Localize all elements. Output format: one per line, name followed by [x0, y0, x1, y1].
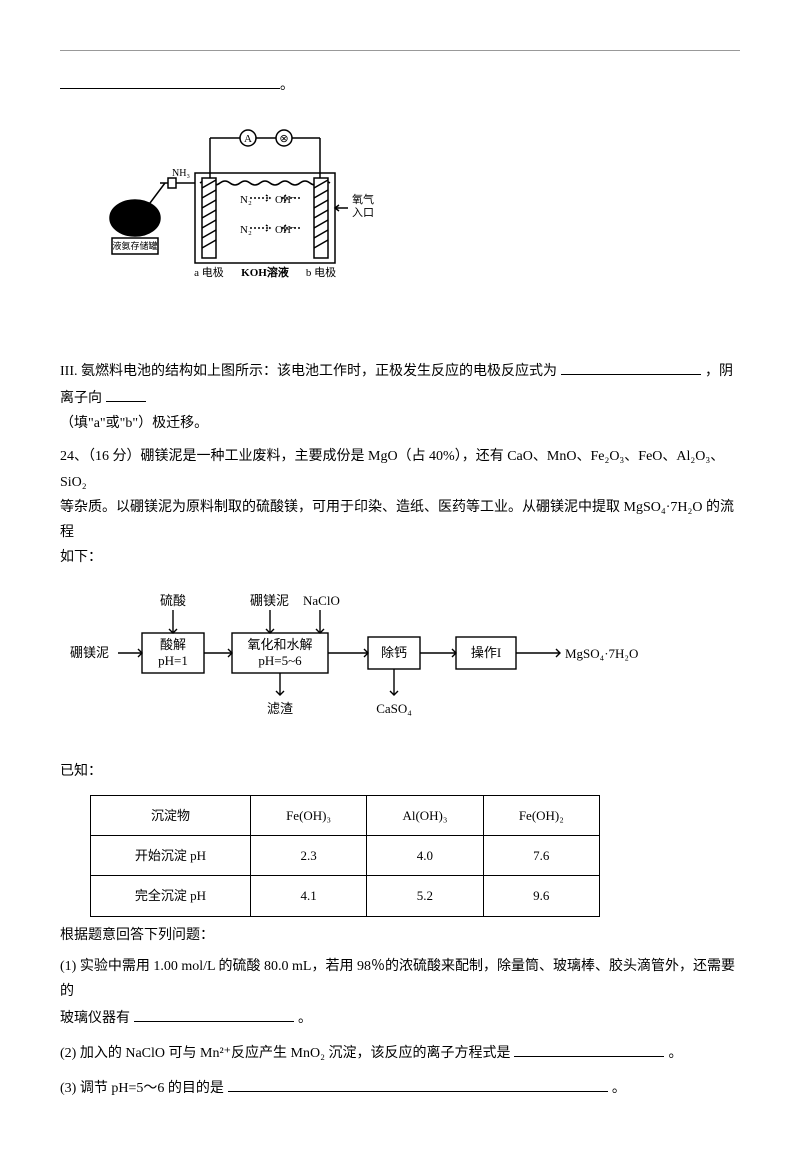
svg-text:酸解: 酸解	[160, 637, 186, 652]
svg-text:滤渣: 滤渣	[267, 701, 293, 716]
sub2-blank	[514, 1039, 664, 1057]
svg-text:A: A	[244, 133, 252, 145]
svg-text:pH=5~6: pH=5~6	[258, 653, 302, 668]
td: 5.2	[367, 876, 483, 916]
sub2-text: 加入的 NaClO 可与 Mn²⁺反应产生 MnO₂ 沉淀，该反应的离子方程式是	[80, 1046, 511, 1061]
svg-text:a 电极: a 电极	[194, 265, 224, 279]
td-start-ph: 开始沉淀 pH	[91, 836, 251, 876]
svg-text:N₂: N₂	[240, 194, 252, 206]
svg-text:硼镁泥: 硼镁泥	[70, 645, 109, 660]
q3-blank2	[106, 384, 146, 402]
sub2-num: (2)	[60, 1046, 76, 1061]
svg-text:KOH溶液: KOH溶液	[241, 265, 290, 279]
q3-text3: （填"a"或"b"）极迁移。	[60, 416, 208, 431]
top-blank	[60, 71, 280, 89]
svg-text:液氨存储罐: 液氨存储罐	[112, 240, 157, 251]
sub1-line1: 实验中需用 1.00 mol/L 的硫酸 80.0 mL，若用 98％的浓硫酸来…	[60, 959, 735, 999]
q24-line1: 硼镁泥是一种工业废料，主要成份是 MgO（占 40%），还有 CaO、MnO、F…	[60, 449, 724, 489]
fuel-cell-diagram: A ⊗ N₂ N₂ OH⁻ OH⁻ a 电极	[90, 118, 740, 297]
svg-text:硫酸: 硫酸	[160, 593, 186, 608]
td: 4.1	[250, 876, 366, 916]
svg-text:N₂: N₂	[240, 224, 252, 236]
svg-text:入口: 入口	[352, 207, 374, 219]
svg-text:b 电极: b 电极	[306, 265, 336, 279]
question-iii: III. 氨燃料电池的结构如上图所示：该电池工作时，正极发生反应的电极反应式为，…	[60, 357, 740, 436]
top-period: 。	[280, 78, 294, 93]
q3-blank1	[561, 357, 701, 375]
q3-text1: 氨燃料电池的结构如上图所示：该电池工作时，正极发生反应的电极反应式为	[81, 364, 557, 379]
sub3-period: 。	[612, 1081, 626, 1096]
svg-text:MgSO₄·7H₂O: MgSO₄·7H₂O	[565, 646, 638, 661]
sub3-blank	[228, 1074, 608, 1092]
answer-intro: 根据题意回答下列问题：	[60, 923, 740, 948]
table-row: 沉淀物 Fe(OH)₃ Al(OH)₃ Fe(OH)₂	[91, 795, 600, 835]
blank-line-top: 。	[60, 71, 740, 98]
sub-question-2: (2) 加入的 NaClO 可与 Mn²⁺反应产生 MnO₂ 沉淀，该反应的离子…	[60, 1039, 740, 1066]
sub2-period: 。	[668, 1046, 682, 1061]
table-row: 完全沉淀 pH 4.1 5.2 9.6	[91, 876, 600, 916]
th-aloh3: Al(OH)₃	[367, 795, 483, 835]
td-complete-ph: 完全沉淀 pH	[91, 876, 251, 916]
svg-text:pH=1: pH=1	[158, 653, 188, 668]
table-row: 开始沉淀 pH 2.3 4.0 7.6	[91, 836, 600, 876]
question-24: 24、（16 分）硼镁泥是一种工业废料，主要成份是 MgO（占 40%），还有 …	[60, 444, 740, 570]
sub1-period: 。	[298, 1011, 312, 1026]
sub1-blank	[134, 1004, 294, 1022]
td: 2.3	[250, 836, 366, 876]
svg-text:除钙: 除钙	[381, 645, 407, 660]
top-rule	[60, 50, 740, 51]
sub1-line2: 玻璃仪器有	[60, 1011, 130, 1026]
th-precipitate: 沉淀物	[91, 795, 251, 835]
sub1-num: (1)	[60, 959, 76, 974]
q3-label: III.	[60, 364, 78, 379]
td: 4.0	[367, 836, 483, 876]
svg-text:操作I: 操作I	[471, 645, 501, 660]
sub3-text: 调节 pH=5～6 的目的是	[80, 1081, 224, 1096]
sub-question-1: (1) 实验中需用 1.00 mol/L 的硫酸 80.0 mL，若用 98％的…	[60, 954, 740, 1031]
svg-text:硼镁泥: 硼镁泥	[250, 593, 289, 608]
svg-text:⊗: ⊗	[279, 133, 288, 145]
q24-line2: 等杂质。以硼镁泥为原料制取的硫酸镁，可用于印染、造纸、医药等工业。从硼镁泥中提取…	[60, 500, 734, 540]
ph-table: 沉淀物 Fe(OH)₃ Al(OH)₃ Fe(OH)₂ 开始沉淀 pH 2.3 …	[90, 795, 600, 917]
q24-line3: 如下：	[60, 550, 102, 565]
known-label: 已知：	[60, 759, 740, 784]
q24-prefix: 24、（16 分）	[60, 449, 141, 464]
sub-question-3: (3) 调节 pH=5～6 的目的是 。	[60, 1074, 740, 1101]
svg-text:NaClO: NaClO	[303, 593, 340, 608]
flow-diagram: 硫酸 硼镁泥 NaClO 硼镁泥 酸解 pH=1 氧化和水解 pH=5~6 滤渣…	[60, 585, 740, 744]
svg-text:氧化和水解: 氧化和水解	[247, 637, 312, 652]
td: 7.6	[483, 836, 599, 876]
th-feoh3: Fe(OH)₃	[250, 795, 366, 835]
svg-text:CaSO₄: CaSO₄	[376, 701, 412, 716]
svg-text:氧气: 氧气	[352, 192, 374, 206]
td: 9.6	[483, 876, 599, 916]
th-feoh2: Fe(OH)₂	[483, 795, 599, 835]
sub3-num: (3)	[60, 1081, 76, 1096]
